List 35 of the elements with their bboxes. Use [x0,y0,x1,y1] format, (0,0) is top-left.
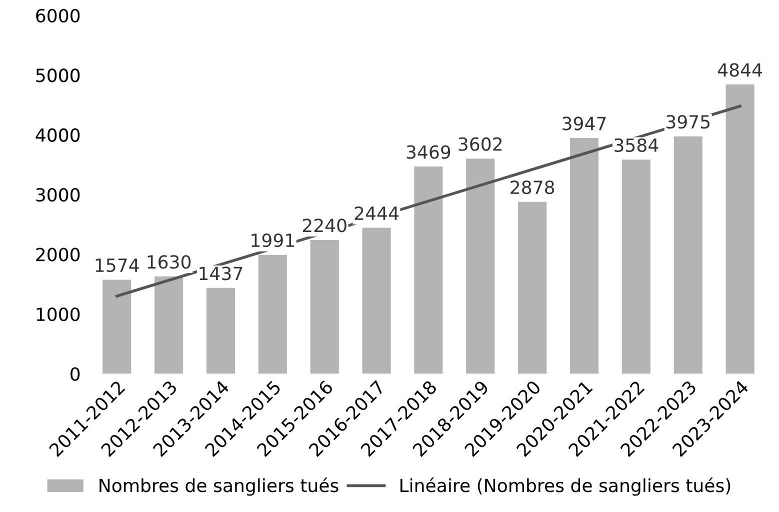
bar [726,84,754,374]
bar [518,202,547,374]
y-tick-label: 4000 [36,128,80,142]
data-label: 1630 [148,255,191,269]
bar [674,136,702,374]
y-tick-label: 2000 [36,248,80,262]
data-label: 3469 [406,145,450,159]
y-tick-label: 6000 [36,8,80,22]
data-label: 1574 [96,258,139,272]
data-label: 2878 [510,180,554,194]
data-label: 3975 [666,115,710,129]
data-label: 4844 [718,63,762,77]
data-label: 3947 [562,116,606,130]
legend-label: Linéaire (Nombres de sangliers tués) [400,478,730,496]
data-label: 3584 [614,138,658,152]
bar [154,276,184,374]
bar [102,280,132,374]
data-label: 2240 [302,218,346,232]
bar [570,138,599,374]
data-label: 1991 [252,234,294,248]
y-tick-label: 0 [70,367,80,381]
y-tick-label: 5000 [36,68,80,82]
bar [466,158,495,374]
y-tick-label: 3000 [36,188,80,202]
bar [310,240,339,374]
y-tick-label: 1000 [36,307,80,322]
data-label: 3602 [458,137,502,151]
bar [622,160,650,374]
bar [362,228,391,374]
bar [206,288,235,374]
bar [414,166,443,374]
bar [258,254,287,374]
data-label: 2444 [354,206,398,220]
data-label: 1437 [200,266,242,280]
legend-label: Nombres de sangliers tués [100,478,338,496]
